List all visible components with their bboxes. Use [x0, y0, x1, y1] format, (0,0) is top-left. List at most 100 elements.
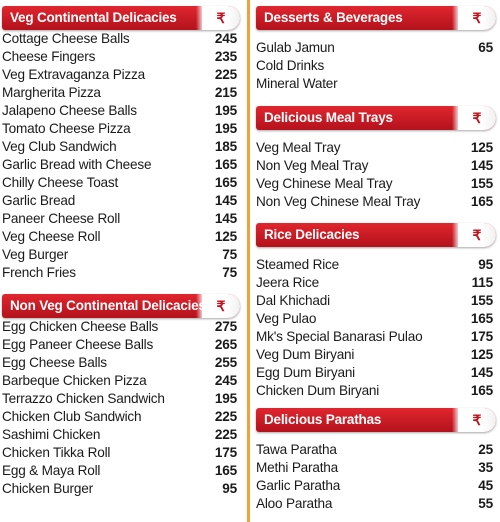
menu-item: Egg Chicken Cheese Balls 275 — [2, 318, 240, 336]
section-title: Desserts & Beverages — [264, 10, 403, 25]
menu-item-name: Non Veg Meal Tray — [256, 158, 369, 173]
menu-item-price: 195 — [214, 121, 237, 136]
menu-item: Steamed Rice 95 — [256, 256, 496, 274]
menu-item-price: 155 — [470, 176, 493, 191]
menu-item-name: Veg Meal Tray — [256, 140, 341, 155]
menu-item-name: Jalapeno Cheese Balls — [2, 103, 137, 118]
menu-item-name: Egg & Maya Roll — [2, 463, 101, 478]
rupee-icon: ₹ — [196, 6, 240, 30]
menu-item-name: Dal Khichadi — [256, 293, 330, 308]
section-header-meal-trays: Delicious Meal Trays ₹ — [256, 106, 496, 130]
menu-item: Veg Cheese Roll 125 — [2, 228, 240, 246]
menu-item-price: 275 — [214, 319, 237, 334]
rupee-icon: ₹ — [196, 294, 240, 318]
menu-item: Margherita Pizza 215 — [2, 84, 240, 102]
menu-item-price: 125 — [214, 229, 237, 244]
menu-item: Garlic Bread 145 — [2, 192, 240, 210]
menu-item-price: 95 — [222, 481, 237, 496]
menu-item: Cheese Fingers 235 — [2, 48, 240, 66]
menu-item-price: 245 — [214, 373, 237, 388]
menu-item-price: 225 — [214, 67, 237, 82]
menu-item: Egg & Maya Roll 165 — [2, 462, 240, 480]
menu-item-name: Veg Dum Biryani — [256, 347, 355, 362]
menu-item-name: Veg Burger — [2, 247, 69, 262]
menu-item: Garlic Bread with Cheese 165 — [2, 156, 240, 174]
menu-item-price: 225 — [214, 409, 237, 424]
menu-item-price: 175 — [214, 445, 237, 460]
menu-item-price: 165 — [470, 383, 493, 398]
menu-item-price: 235 — [214, 49, 237, 64]
menu-item-price: 215 — [214, 85, 237, 100]
menu-item-price: 145 — [470, 158, 493, 173]
left-column: Veg Continental Delicacies ₹ Cottage Che… — [2, 0, 240, 498]
menu-item-name: Terrazzo Chicken Sandwich — [2, 391, 165, 406]
menu-item-name: Cold Drinks — [256, 58, 325, 73]
menu-item-name: Tomato Cheese Pizza — [2, 121, 131, 136]
menu-item: Gulab Jamun 65 — [256, 39, 496, 57]
menu-item-name: Chicken Tikka Roll — [2, 445, 111, 460]
menu-item-name: Chicken Burger — [2, 481, 93, 496]
menu-item-name: Non Veg Chinese Meal Tray — [256, 194, 421, 209]
menu-list: Tawa Paratha 25 Methi Paratha 35 Garlic Para… — [256, 441, 496, 513]
menu-item-name: Jeera Rice — [256, 275, 319, 290]
menu-item: Cold Drinks — [256, 57, 496, 75]
menu-item: Terrazzo Chicken Sandwich 195 — [2, 390, 240, 408]
section-header-parathas: Delicious Parathas ₹ — [256, 408, 496, 432]
menu-list: Steamed Rice 95 Jeera Rice 115 Dal Khichadi 1… — [256, 256, 496, 400]
menu-item-price: 255 — [214, 355, 237, 370]
section-header-veg-continental: Veg Continental Delicacies ₹ — [2, 6, 240, 30]
menu-item-price: 165 — [214, 175, 237, 190]
menu-item: Garlic Paratha 45 — [256, 477, 496, 495]
menu-item-name: Veg Chinese Meal Tray — [256, 176, 393, 191]
menu-item-name: Paneer Cheese Roll — [2, 211, 121, 226]
menu-item-name: Methi Paratha — [256, 460, 339, 475]
menu-item-price: 115 — [471, 275, 494, 290]
menu-item-name: Garlic Paratha — [256, 478, 341, 493]
menu-item: Non Veg Chinese Meal Tray 165 — [256, 193, 496, 211]
menu-item-price: 265 — [214, 337, 237, 352]
menu-item-price: 95 — [478, 257, 493, 272]
menu-item-price: 195 — [214, 391, 237, 406]
menu-item: Egg Cheese Balls 255 — [2, 354, 240, 372]
menu-item: Aloo Paratha 55 — [256, 495, 496, 513]
menu-item: Paneer Cheese Roll 145 — [2, 210, 240, 228]
menu-item: Veg Pulao 165 — [256, 310, 496, 328]
menu-item-price: 75 — [222, 247, 237, 262]
section-title: Rice Delicacies — [264, 227, 360, 242]
menu-item-name: French Fries — [2, 265, 76, 280]
menu-item-price: 25 — [478, 442, 493, 457]
rupee-icon: ₹ — [452, 6, 496, 30]
menu-item-name: Garlic Bread — [2, 193, 76, 208]
menu-item-name: Veg Extravaganza Pizza — [2, 67, 145, 82]
menu-item-price: 165 — [470, 194, 493, 209]
menu-item-price: 55 — [478, 496, 493, 511]
menu-item-name: Mineral Water — [256, 76, 338, 91]
menu-item-name: Steamed Rice — [256, 257, 339, 272]
menu-item-name: Tawa Paratha — [256, 442, 337, 457]
section-title: Non Veg Continental Delicacies — [10, 298, 206, 313]
menu-item-price: 145 — [470, 365, 493, 380]
menu-item-price: 155 — [470, 293, 493, 308]
menu-item-price: 125 — [470, 140, 493, 155]
right-column: Desserts & Beverages ₹ Gulab Jamun 65 Cold… — [256, 0, 496, 513]
menu-item: Veg Extravaganza Pizza 225 — [2, 66, 240, 84]
menu-item: Dal Khichadi 155 — [256, 292, 496, 310]
menu-item: Chicken Tikka Roll 175 — [2, 444, 240, 462]
menu-list: Cottage Cheese Balls 245 Cheese Fingers 235… — [2, 30, 240, 282]
menu-item: Cottage Cheese Balls 245 — [2, 30, 240, 48]
menu-item: Veg Meal Tray 125 — [256, 139, 496, 157]
menu-item: Chicken Burger 95 — [2, 480, 240, 498]
menu-item-name: Chicken Club Sandwich — [2, 409, 142, 424]
menu-item: Egg Dum Biryani 145 — [256, 364, 496, 382]
menu-item-price: 165 — [214, 157, 237, 172]
menu-item-name: Egg Chicken Cheese Balls — [2, 319, 159, 334]
menu-item-name: Cottage Cheese Balls — [2, 31, 130, 46]
menu-item: Tomato Cheese Pizza 195 — [2, 120, 240, 138]
menu-item-price: 45 — [478, 478, 493, 493]
menu-item-name: Barbeque Chicken Pizza — [2, 373, 147, 388]
rupee-icon: ₹ — [452, 223, 496, 247]
menu-item: Veg Burger 75 — [2, 246, 240, 264]
menu-item: Chicken Club Sandwich 225 — [2, 408, 240, 426]
menu-item-price: 185 — [214, 139, 237, 154]
menu-item-name: Egg Dum Biryani — [256, 365, 355, 380]
